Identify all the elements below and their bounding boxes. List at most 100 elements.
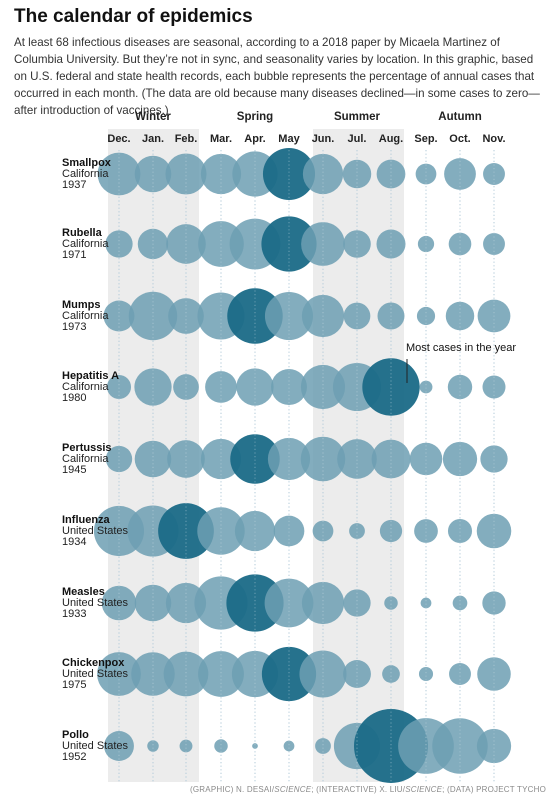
bubble-mumps-nov — [477, 299, 511, 333]
bubble-mumps-jun — [301, 294, 345, 338]
row-location-measles: United States — [62, 597, 129, 609]
bubble-influenza-oct — [447, 518, 473, 544]
row-label-rubella: Rubella — [62, 227, 103, 239]
row-label-pertussis: Pertussis — [62, 442, 112, 454]
bubble-influenza-mar — [197, 507, 245, 555]
bubble-hepatitis-a-jan — [134, 368, 172, 406]
row-label-pollo: Pollo — [62, 729, 89, 741]
bubble-chickenpox-nov — [477, 657, 511, 691]
bubble-pertussis-jan — [134, 440, 172, 478]
credit-prefix: (GRAPHIC) N. DESAI/ — [190, 785, 275, 794]
season-label-autumn: Autumn — [438, 111, 481, 123]
bubble-smallpox-mar — [200, 153, 242, 195]
bubble-hepatitis-a-sep — [419, 380, 433, 394]
bubble-mumps-feb — [168, 298, 204, 334]
row-label-measles: Measles — [62, 586, 105, 598]
bubble-mumps-aug — [377, 302, 405, 330]
bubble-pollo-feb — [179, 739, 193, 753]
row-year-measles: 1933 — [62, 608, 86, 620]
intro-paragraph: At least 68 infectious diseases are seas… — [14, 36, 540, 117]
bubble-influenza-apr — [234, 510, 276, 552]
bubble-pollo-nov — [476, 728, 512, 764]
bubble-pertussis-sep — [409, 442, 443, 476]
bubble-pollo-dec — [104, 731, 134, 761]
annotation-most-cases: Most cases in the year — [406, 342, 516, 354]
bubble-measles-may — [264, 578, 314, 628]
row-year-pollo: 1952 — [62, 751, 86, 763]
bubble-hepatitis-a-nov — [482, 375, 506, 399]
row-year-chickenpox: 1975 — [62, 679, 86, 691]
bubble-influenza-may — [273, 515, 305, 547]
credit-science-2: SCIENCE — [405, 785, 443, 794]
row-year-pertussis: 1945 — [62, 464, 86, 476]
row-location-chickenpox: United States — [62, 668, 129, 680]
bubble-pollo-oct — [432, 718, 488, 774]
row-location-influenza: United States — [62, 525, 129, 537]
bubble-smallpox-jul — [342, 159, 372, 189]
bubble-pertussis-jun — [300, 436, 346, 482]
credit-line: (GRAPHIC) N. DESAI/SCIENCE; (INTERACTIVE… — [190, 785, 546, 794]
month-label-jun: Jun. — [312, 133, 335, 145]
bubble-smallpox-feb — [165, 153, 207, 195]
bubble-hepatitis-a-jun — [300, 364, 346, 410]
bubble-chickenpox-sep — [418, 666, 434, 682]
row-location-pertussis: California — [62, 453, 109, 465]
bubble-pertussis-dec — [105, 445, 133, 473]
bubble-measles-jan — [134, 584, 172, 622]
bubble-smallpox-dec — [97, 152, 141, 196]
bubble-hepatitis-a-aug — [362, 358, 420, 416]
month-label-nov: Nov. — [482, 133, 505, 145]
bubble-mumps-dec — [103, 300, 135, 332]
bubble-pertussis-apr — [230, 434, 280, 484]
row-year-rubella: 1971 — [62, 249, 86, 261]
bubble-pertussis-aug — [371, 439, 411, 479]
bubble-rubella-feb — [166, 224, 206, 264]
bubble-smallpox-oct — [444, 158, 476, 190]
bubble-pertussis-mar — [200, 438, 242, 480]
month-label-feb: Feb. — [175, 133, 198, 145]
bubble-pollo-jun — [315, 738, 331, 754]
bubble-mumps-oct — [445, 301, 475, 331]
row-location-smallpox: California — [62, 168, 109, 180]
bubble-hepatitis-a-dec — [106, 374, 132, 400]
bubble-pertussis-nov — [480, 445, 508, 473]
bubble-measles-jun — [301, 581, 345, 625]
bubble-chickenpox-dec — [97, 652, 141, 696]
row-label-influenza: Influenza — [62, 514, 111, 526]
bubble-smallpox-jan — [134, 155, 172, 193]
month-label-may: May — [278, 133, 300, 145]
bubble-smallpox-sep — [415, 163, 437, 185]
bubble-mumps-may — [264, 291, 314, 341]
bubble-measles-jul — [343, 589, 371, 617]
bubble-influenza-feb — [158, 503, 214, 559]
bubble-measles-nov — [482, 591, 506, 615]
bubble-influenza-jul — [349, 523, 365, 539]
month-label-jan: Jan. — [142, 133, 164, 145]
credit-suffix: ; (DATA) PROJECT TYCHO — [442, 785, 546, 794]
credit-middle: ; (INTERACTIVE) X. LIU/ — [311, 785, 406, 794]
bubble-rubella-sep — [417, 235, 435, 253]
bubble-measles-oct — [452, 595, 468, 611]
row-year-mumps: 1973 — [62, 321, 86, 333]
bubble-rubella-dec — [105, 230, 133, 258]
month-label-sep: Sep. — [414, 133, 437, 145]
month-label-apr: Apr. — [244, 133, 265, 145]
bubble-chickenpox-feb — [163, 651, 209, 697]
page-title: The calendar of epidemics — [14, 6, 253, 27]
bubble-influenza-nov — [476, 513, 512, 549]
bubble-rubella-may — [261, 216, 317, 272]
bubble-pollo-jan — [147, 740, 159, 752]
bubble-mumps-apr — [227, 288, 283, 344]
bubble-rubella-jan — [137, 228, 169, 260]
bubble-mumps-jan — [128, 291, 178, 341]
bubble-measles-sep — [420, 597, 432, 609]
row-location-rubella: California — [62, 238, 109, 250]
row-location-hepatitis-a: California — [62, 381, 109, 393]
bubble-pertussis-may — [267, 437, 311, 481]
row-location-pollo: United States — [62, 740, 129, 752]
bubble-smallpox-jun — [302, 153, 344, 195]
bubble-pollo-apr — [252, 743, 258, 749]
bubble-rubella-jun — [301, 222, 345, 266]
month-label-mar: Mar. — [210, 133, 232, 145]
